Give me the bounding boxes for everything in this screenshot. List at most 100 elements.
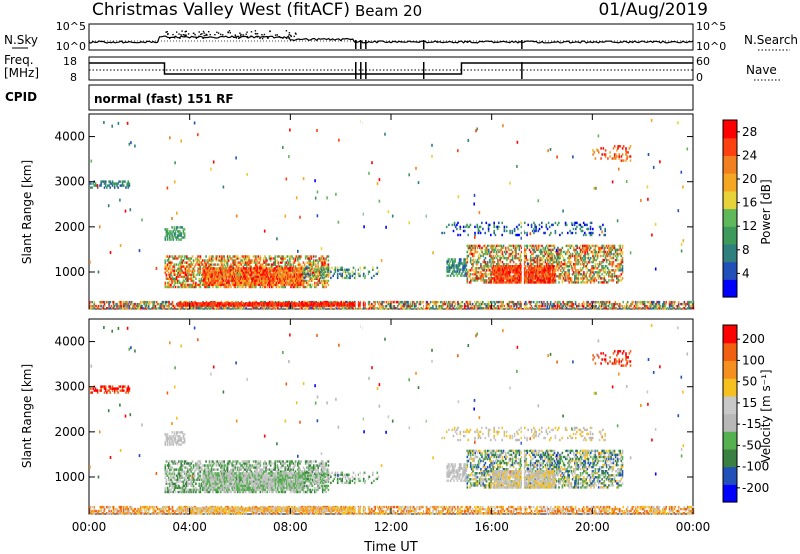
- power-cell: [232, 255, 234, 258]
- power-cell: [190, 273, 193, 276]
- power-cell: [237, 271, 239, 274]
- power-cell: [178, 234, 180, 237]
- power-cell: [285, 261, 288, 264]
- power-cell: [579, 281, 582, 284]
- power-cell: [534, 269, 537, 272]
- power-cell: [324, 259, 326, 262]
- power-cell: [524, 265, 527, 268]
- power-cell: [316, 283, 318, 287]
- power-cell: [278, 275, 280, 278]
- power-cell: [274, 261, 276, 264]
- power-cell: [164, 271, 167, 274]
- power-cell: [506, 275, 508, 278]
- power-cell: [543, 269, 546, 272]
- power-cell: [577, 279, 580, 282]
- power-cell: [175, 228, 178, 231]
- power-cell: [136, 304, 139, 308]
- power-cell: [489, 277, 491, 280]
- power-cell: [262, 279, 264, 282]
- power-cell: [474, 279, 476, 282]
- nsky-point: [216, 31, 218, 33]
- power-cell: [341, 268, 343, 271]
- power-cell: [539, 258, 541, 262]
- power-cell: [207, 279, 210, 282]
- power-cell: [223, 307, 226, 310]
- power-cell: [219, 277, 221, 280]
- power-cell: [580, 269, 583, 272]
- power-cell: [266, 269, 269, 272]
- power-cell: [169, 273, 171, 276]
- power-cell: [193, 273, 196, 276]
- power-cell: [267, 267, 270, 270]
- power-cell: [313, 274, 315, 278]
- power-cell: [536, 254, 539, 258]
- power-cell: [123, 304, 125, 308]
- power-cell: [166, 234, 169, 237]
- power-cell: [234, 281, 236, 284]
- power-cell: [272, 279, 274, 283]
- power-cell: [265, 271, 268, 274]
- power-cell: [203, 275, 205, 278]
- power-cell: [583, 263, 585, 266]
- power-cell: [118, 300, 120, 304]
- power-cell: [316, 272, 319, 276]
- nsky-point: [250, 35, 252, 37]
- power-cell: [199, 261, 202, 264]
- power-cell: [262, 275, 264, 278]
- power-cell: [484, 250, 487, 254]
- power-cell: [175, 277, 178, 280]
- power-cell: [595, 258, 598, 262]
- power-cell: [180, 307, 183, 310]
- power-cell: [420, 307, 423, 310]
- power-cell: [323, 300, 325, 304]
- power-cell: [237, 307, 239, 310]
- power-cell: [463, 266, 465, 269]
- power-cell: [309, 266, 312, 269]
- power-cell: [261, 307, 263, 310]
- power-cell: [575, 227, 577, 231]
- power-cell: [566, 263, 568, 266]
- power-cell: [550, 265, 553, 268]
- power-cell: [329, 268, 331, 271]
- power-cell: [511, 256, 514, 260]
- nsky-point: [180, 34, 182, 36]
- power-cell: [239, 263, 241, 266]
- power-cell: [99, 300, 101, 304]
- power-cell: [220, 279, 222, 282]
- power-cell: [477, 244, 480, 248]
- power-cell: [614, 248, 617, 252]
- power-cell: [239, 269, 242, 272]
- power-cell: [558, 277, 560, 280]
- power-cell: [574, 275, 576, 278]
- power-cell: [589, 277, 592, 280]
- power-cell: [267, 273, 270, 276]
- nsky-point: [282, 37, 284, 39]
- power-cell: [446, 307, 449, 310]
- power-cell: [230, 265, 232, 268]
- power-cell: [317, 265, 319, 268]
- power-cell: [603, 258, 606, 262]
- power-cell: [520, 271, 523, 274]
- power-cell: [243, 277, 245, 280]
- power-cell: [249, 259, 251, 262]
- power-cell: [589, 250, 592, 254]
- power-cell: [546, 258, 549, 262]
- power-cell: [235, 255, 238, 258]
- power-cell: [306, 272, 308, 276]
- power-cell: [551, 265, 554, 268]
- power-cell: [550, 263, 552, 266]
- power-cell: [563, 258, 566, 262]
- power-cell: [252, 279, 254, 282]
- power-cell: [260, 279, 262, 282]
- power-cell: [365, 307, 367, 310]
- power-cell: [621, 250, 624, 254]
- power-cell: [230, 275, 233, 278]
- freq-line: [89, 62, 693, 75]
- power-cell: [515, 281, 517, 284]
- power-cell: [479, 256, 481, 260]
- power-cell: [170, 263, 172, 266]
- power-cell: [241, 255, 244, 258]
- power-cell: [583, 277, 585, 280]
- power-cell: [544, 260, 547, 264]
- power-cell: [230, 273, 232, 276]
